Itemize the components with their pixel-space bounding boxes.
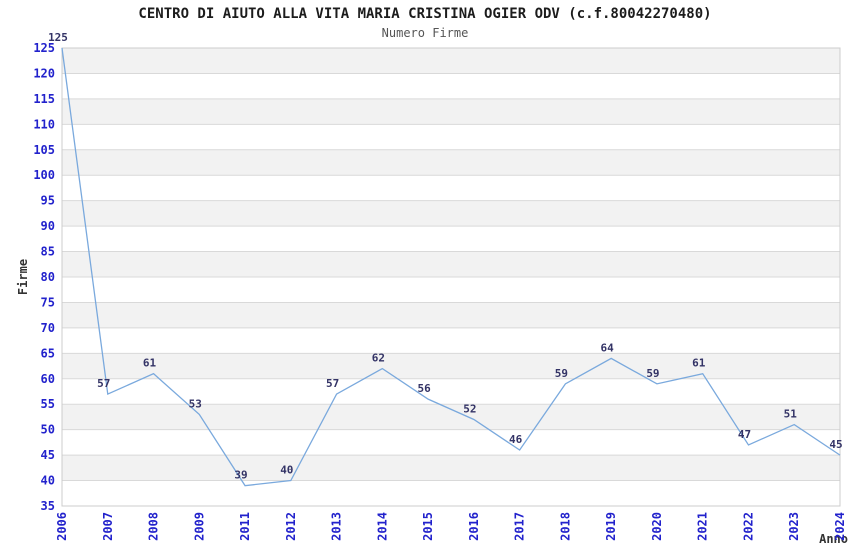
y-tick-label: 125 (33, 41, 55, 55)
x-tick-label: 2017 (513, 512, 527, 541)
data-point-label: 47 (738, 428, 751, 441)
plot-band (62, 404, 840, 430)
plot-band (62, 353, 840, 379)
data-point-label: 51 (784, 408, 798, 421)
x-tick-label: 2014 (375, 512, 389, 541)
x-tick-label: 2024 (833, 512, 847, 541)
y-tick-label: 55 (41, 397, 55, 411)
data-point-label: 62 (372, 352, 385, 365)
data-point-label: 39 (234, 469, 247, 482)
y-tick-label: 110 (33, 117, 55, 131)
x-tick-label: 2016 (467, 512, 481, 541)
y-tick-label: 45 (41, 448, 55, 462)
x-tick-label: 2006 (55, 512, 69, 541)
data-point-label: 61 (143, 357, 157, 370)
x-tick-label: 2023 (787, 512, 801, 541)
data-point-label: 61 (692, 357, 706, 370)
data-point-label: 59 (646, 367, 659, 380)
data-point-label: 46 (509, 433, 523, 446)
x-tick-label: 2022 (741, 512, 755, 541)
data-line (61, 47, 841, 487)
chart-title: CENTRO DI AIUTO ALLA VITA MARIA CRISTINA… (138, 6, 712, 22)
x-tick-label: 2007 (101, 512, 115, 541)
data-point-label: 59 (555, 367, 568, 380)
y-tick-label: 65 (41, 346, 55, 360)
y-tick-label: 75 (41, 295, 55, 309)
y-tick-label: 80 (41, 270, 55, 284)
plot-band (62, 302, 840, 328)
x-tick-label: 2011 (238, 512, 252, 541)
data-point-label: 53 (189, 397, 202, 410)
data-point-label: 125 (48, 31, 68, 44)
data-point-label: 57 (326, 377, 339, 390)
x-tick-label: 2009 (192, 512, 206, 541)
y-tick-label: 105 (33, 143, 55, 157)
y-axis-title: Firme (16, 259, 30, 295)
x-tick-label: 2008 (147, 512, 161, 541)
y-tick-label: 115 (33, 92, 55, 106)
x-axis-title: Anno (819, 532, 848, 546)
plot-border (61, 47, 841, 507)
data-point-label: 45 (829, 438, 842, 451)
x-tick-label: 2019 (604, 512, 618, 541)
y-tick-label: 90 (41, 219, 55, 233)
plot-band (62, 149, 840, 176)
x-tick-label: 2021 (696, 512, 710, 541)
data-point-label: 56 (417, 382, 431, 395)
chart-subtitle: Numero Firme (381, 26, 469, 40)
data-point-label: 40 (280, 464, 293, 477)
y-tick-label: 60 (41, 372, 55, 386)
x-tick-label: 2015 (421, 512, 435, 541)
y-tick-label: 40 (41, 474, 55, 488)
x-tick-label: 2013 (330, 512, 344, 541)
x-tick-label: 2020 (650, 512, 664, 541)
y-tick-label: 85 (41, 245, 55, 259)
y-tick-label: 120 (33, 66, 55, 80)
x-tick-label: 2012 (284, 512, 298, 541)
plot-band (62, 98, 840, 125)
y-tick-label: 35 (41, 499, 55, 513)
y-tick-label: 50 (41, 423, 55, 437)
plot-band (62, 200, 840, 227)
y-tick-label: 100 (33, 168, 55, 182)
plot-band (62, 48, 840, 74)
y-tick-label: 95 (41, 194, 55, 208)
x-tick-label: 2018 (558, 512, 572, 541)
data-point-label: 64 (601, 341, 615, 354)
y-tick-label: 70 (41, 321, 55, 335)
plot-band (62, 455, 840, 481)
data-point-label: 52 (463, 402, 476, 415)
plot-band (62, 251, 840, 277)
data-point-label: 57 (97, 377, 110, 390)
